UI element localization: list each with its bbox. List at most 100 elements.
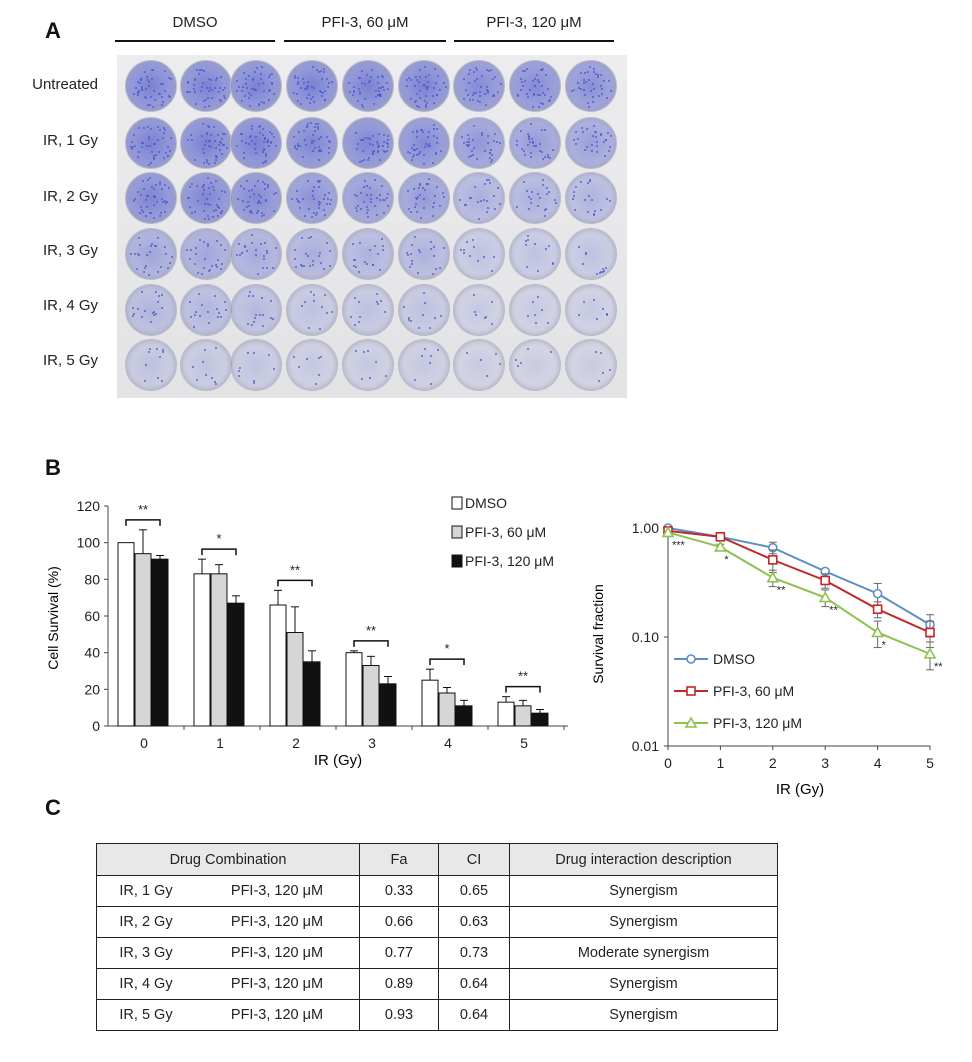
panel-a-label: A	[45, 18, 61, 43]
panel-c-label: C	[45, 795, 61, 820]
bar	[421, 679, 439, 727]
data-point-square	[715, 532, 726, 542]
data-point-triangle	[818, 590, 832, 603]
line-x-tick-label: 5	[926, 755, 934, 771]
bar-x-tick-label: 1	[216, 735, 224, 751]
cell-description: Synergism	[509, 999, 778, 1031]
culture-well	[342, 117, 394, 169]
significance-mark: *	[882, 639, 887, 651]
legend-label: PFI-3, 120 μM	[465, 553, 554, 569]
row-label-ir4: IR, 4 Gy	[42, 297, 98, 314]
culture-well	[180, 339, 232, 391]
data-point-triangle	[684, 716, 698, 728]
panel-b-label: B	[45, 455, 61, 480]
culture-well	[565, 284, 617, 336]
bar	[269, 604, 287, 727]
bar-y-tick-label: 0	[92, 718, 100, 734]
significance-mark: *	[444, 641, 449, 656]
culture-well	[509, 60, 561, 112]
culture-well	[342, 284, 394, 336]
culture-well	[342, 172, 394, 224]
bar-x-axis-title: IR (Gy)	[314, 752, 362, 769]
line-x-tick-label: 1	[717, 755, 725, 771]
significance-mark: **	[934, 661, 943, 673]
drug-combination-table: Drug Combination Fa CI Drug interaction …	[96, 843, 778, 1031]
significance-mark: *	[216, 531, 221, 546]
panel-b-charts: Cell Survival (%) IR (Gy) 02040608010012…	[45, 495, 943, 798]
culture-well	[398, 284, 450, 336]
cell-ir: IR, 1 Gy	[96, 875, 195, 907]
legend-swatch	[451, 525, 463, 539]
significance-mark: *	[724, 554, 729, 566]
culture-well	[453, 228, 505, 280]
culture-well	[180, 172, 232, 224]
legend-swatch	[451, 554, 463, 568]
bar	[151, 558, 169, 727]
cell-ci: 0.63	[438, 906, 510, 938]
bar	[438, 692, 456, 727]
line-y-tick-label: 1.00	[632, 520, 659, 536]
group-header-dmso: DMSO	[172, 14, 218, 31]
cell-drug: PFI-3, 120 μM	[195, 968, 360, 1000]
culture-well	[509, 284, 561, 336]
bar	[514, 705, 532, 727]
bar	[227, 602, 245, 727]
cell-drug: PFI-3, 120 μM	[195, 937, 360, 969]
cell-fa: 0.33	[359, 875, 439, 907]
culture-well	[398, 117, 450, 169]
row-label-ir1: IR, 1 Gy	[42, 132, 98, 149]
culture-well	[230, 117, 282, 169]
line-y-tick-label: 0.10	[632, 629, 659, 645]
culture-well	[230, 60, 282, 112]
row-label-ir5: IR, 5 Gy	[42, 352, 98, 369]
table-row: IR, 5 Gy PFI-3, 120 μM 0.93 0.64 Synergi…	[96, 999, 778, 1031]
legend-swatch	[451, 496, 463, 510]
culture-well	[230, 284, 282, 336]
culture-well	[125, 228, 177, 280]
bar-y-tick-label: 40	[84, 645, 100, 661]
culture-well	[565, 60, 617, 112]
bar-y-axis-title: Cell Survival (%)	[45, 566, 61, 669]
cell-description: Synergism	[509, 906, 778, 938]
significance-mark: **	[290, 562, 300, 577]
row-label-untreated: Untreated	[32, 76, 98, 93]
culture-well	[286, 60, 338, 112]
culture-well	[125, 172, 177, 224]
table-row: IR, 1 Gy PFI-3, 120 μM 0.33 0.65 Synergi…	[96, 875, 778, 907]
culture-well	[453, 284, 505, 336]
bar	[379, 683, 397, 727]
line-y-axis-title: Survival fraction	[590, 584, 606, 684]
significance-mark: **	[777, 585, 786, 597]
bar	[531, 712, 549, 727]
bar	[455, 705, 473, 727]
line-y-tick-label: 0.01	[632, 738, 659, 754]
culture-well	[453, 60, 505, 112]
culture-well	[565, 339, 617, 391]
bar-y-tick-label: 80	[84, 571, 100, 587]
legend-label: DMSO	[713, 651, 755, 667]
cell-ir: IR, 3 Gy	[96, 937, 195, 969]
culture-well	[125, 117, 177, 169]
bar	[345, 652, 363, 727]
culture-well	[453, 339, 505, 391]
line-chart: Survival fraction IR (Gy) 0.01 0.10 1.00 0…	[590, 520, 943, 798]
culture-well	[565, 117, 617, 169]
culture-well	[286, 172, 338, 224]
significance-bracket	[505, 685, 541, 693]
series-line	[667, 531, 931, 655]
cell-drug: PFI-3, 120 μM	[195, 875, 360, 907]
culture-well	[286, 284, 338, 336]
data-point-circle	[872, 588, 883, 599]
culture-well	[453, 172, 505, 224]
group-underline-pfi3-60	[284, 40, 446, 42]
cell-fa: 0.89	[359, 968, 439, 1000]
culture-well	[286, 339, 338, 391]
data-point-triangle	[661, 525, 675, 538]
culture-well	[125, 339, 177, 391]
cell-description: Synergism	[509, 875, 778, 907]
culture-well	[342, 228, 394, 280]
culture-well	[398, 60, 450, 112]
culture-well	[509, 172, 561, 224]
series-line	[667, 529, 931, 634]
line-x-tick-label: 3	[821, 755, 829, 771]
